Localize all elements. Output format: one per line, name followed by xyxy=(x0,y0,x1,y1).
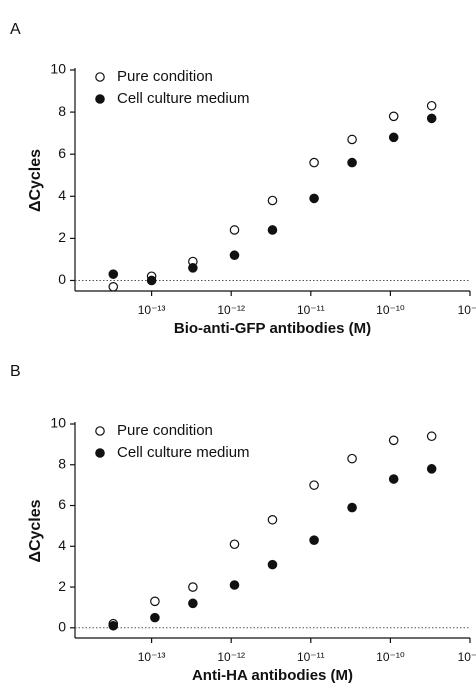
point xyxy=(108,269,119,279)
y-axis-label: ΔCycles xyxy=(27,499,44,562)
point xyxy=(309,157,319,168)
legend-label: Cell culture medium xyxy=(117,444,250,461)
legend-marker xyxy=(95,94,105,104)
x-tick-label: 10⁻¹¹ xyxy=(297,650,325,664)
point xyxy=(426,431,437,442)
y-tick-label: 2 xyxy=(58,229,66,245)
x-tick-label: 10⁻⁹ xyxy=(458,650,476,664)
y-tick-label: 8 xyxy=(58,455,66,471)
point xyxy=(146,275,157,286)
y-tick-label: 8 xyxy=(58,103,66,119)
point xyxy=(188,263,198,273)
point xyxy=(150,596,160,607)
y-tick-label: 4 xyxy=(58,187,66,203)
point xyxy=(108,620,119,631)
point xyxy=(426,100,437,111)
legend-label: Pure condition xyxy=(117,422,213,439)
x-axis-label: Anti-HA antibodies (M) xyxy=(192,667,353,684)
x-tick-label: 10⁻¹³ xyxy=(138,650,166,664)
y-tick-label: 4 xyxy=(58,537,66,553)
legend-marker xyxy=(95,448,105,458)
point xyxy=(347,453,357,464)
panel-label: A xyxy=(10,21,21,38)
legend-marker xyxy=(95,426,105,436)
x-tick-label: 10⁻¹¹ xyxy=(297,303,325,317)
point xyxy=(426,464,437,474)
x-tick-label: 10⁻¹² xyxy=(217,303,245,317)
x-tick-label: 10⁻¹⁰ xyxy=(376,303,405,317)
point xyxy=(150,612,160,623)
point xyxy=(188,582,198,592)
point xyxy=(388,132,399,143)
x-axis-label: Bio-anti-GFP antibodies (M) xyxy=(174,320,371,337)
y-tick-label: 6 xyxy=(58,496,66,512)
point xyxy=(426,113,437,124)
point xyxy=(188,598,198,609)
point xyxy=(229,250,240,261)
point xyxy=(347,157,357,168)
x-tick-label: 10⁻¹³ xyxy=(138,303,166,317)
y-tick-label: 10 xyxy=(50,61,66,77)
point xyxy=(229,539,240,550)
point xyxy=(388,474,399,484)
point xyxy=(229,580,240,590)
point xyxy=(267,559,278,570)
point xyxy=(108,281,119,292)
x-tick-label: 10⁻⁹ xyxy=(458,303,476,317)
point xyxy=(267,514,278,525)
point xyxy=(309,480,319,490)
y-tick-label: 0 xyxy=(58,619,66,635)
legend-label: Pure condition xyxy=(117,68,213,85)
y-tick-label: 10 xyxy=(50,415,66,431)
panel-label: B xyxy=(10,363,21,380)
point xyxy=(267,225,278,235)
y-tick-label: 2 xyxy=(58,578,66,594)
point xyxy=(388,435,399,446)
point xyxy=(309,535,319,545)
point xyxy=(347,134,357,145)
point xyxy=(309,193,319,204)
y-tick-label: 6 xyxy=(58,145,66,161)
y-axis-label: ΔCycles xyxy=(27,149,44,212)
x-tick-label: 10⁻¹⁰ xyxy=(376,650,405,664)
point xyxy=(388,111,399,122)
legend-label: Cell culture medium xyxy=(117,90,250,107)
point xyxy=(229,225,240,235)
point xyxy=(267,195,278,206)
x-tick-label: 10⁻¹² xyxy=(217,650,245,664)
y-tick-label: 0 xyxy=(58,271,66,287)
legend-marker xyxy=(95,72,105,82)
point xyxy=(347,502,357,513)
